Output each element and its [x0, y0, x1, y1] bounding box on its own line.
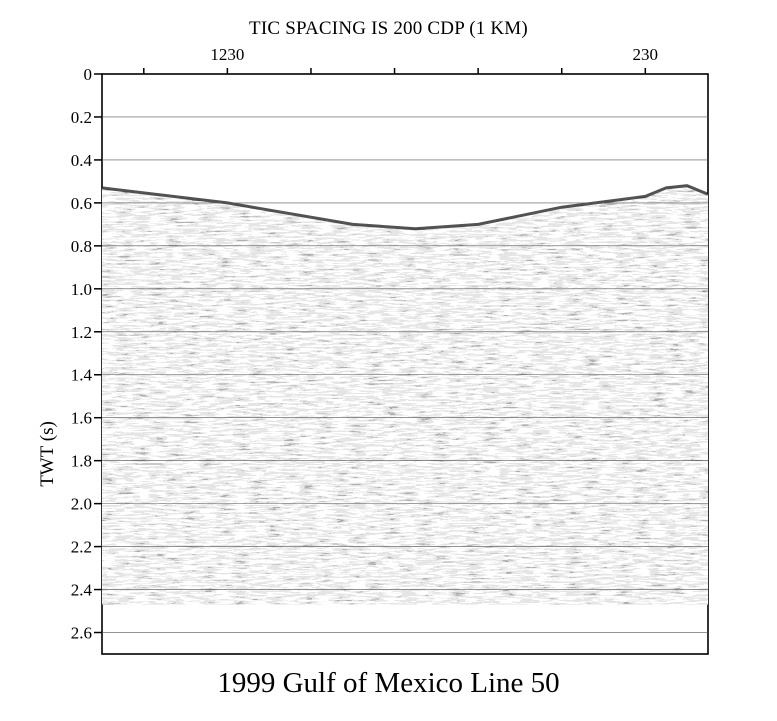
y-tick-label: 0.4 — [71, 151, 93, 170]
x-top-label: 230 — [633, 45, 659, 64]
y-tick-label: 2.4 — [71, 581, 93, 600]
x-top-label: 1230 — [210, 45, 244, 64]
seismic-traces — [102, 185, 708, 605]
y-tick-label: 1.6 — [71, 409, 92, 428]
chart-title: 1999 Gulf of Mexico Line 50 — [217, 667, 560, 699]
y-tick-label: 2.6 — [71, 624, 92, 643]
y-tick-label: 1.8 — [71, 452, 92, 471]
y-tick-label: 1.0 — [71, 280, 92, 299]
y-tick-label: 0 — [84, 65, 93, 84]
seafloor-reflector — [101, 184, 709, 231]
y-axis: 0 0.2 0.4 0.6 0.8 1.0 1.2 1.4 1.6 1.8 2.0 2.2 2.4 2.6 — [71, 65, 102, 643]
y-tick-label: 1.2 — [71, 323, 92, 342]
y-tick-label: 1.4 — [71, 366, 93, 385]
y-tick-label: 2.2 — [71, 538, 92, 557]
grid-lines — [102, 116, 708, 633]
y-tick-label: 2.0 — [71, 495, 92, 514]
tic-spacing-note: TIC SPACING IS 200 CDP (1 KM) — [249, 18, 528, 39]
x-axis-top: 1230 230 — [143, 45, 659, 74]
y-tick-label: 0.8 — [71, 237, 92, 256]
y-tick-label: 0.2 — [71, 108, 92, 127]
y-tick-label: 0.6 — [71, 194, 92, 213]
y-axis-label: TWT (s) — [37, 421, 58, 487]
